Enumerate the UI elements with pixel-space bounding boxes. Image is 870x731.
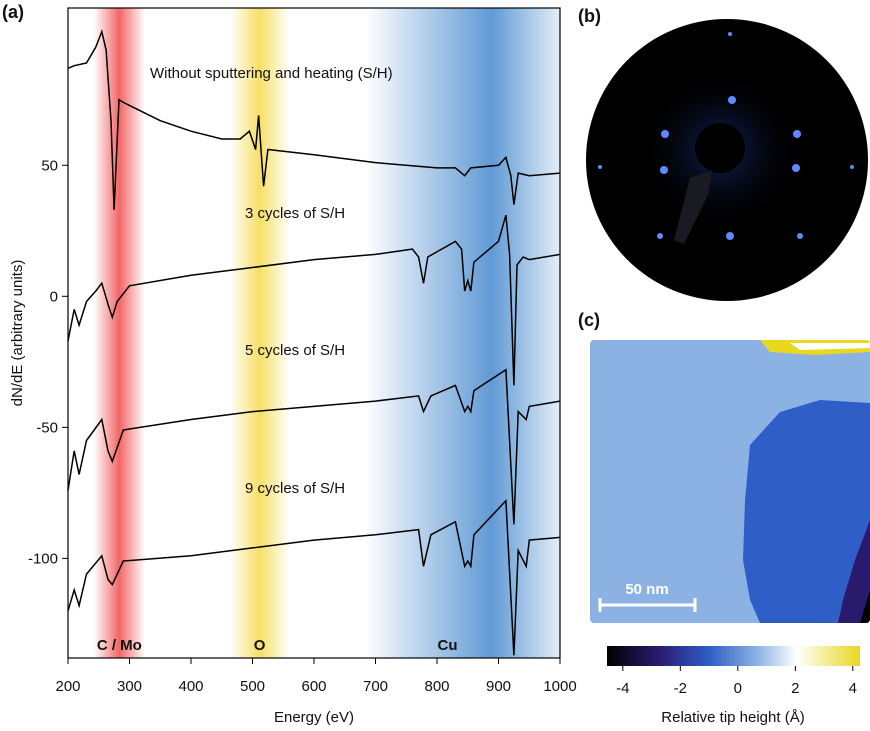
y-axis-label: dN/dE (arbitrary units) bbox=[9, 260, 26, 407]
series-label: 5 cycles of S/H bbox=[245, 342, 345, 359]
panel-label: (c) bbox=[578, 310, 600, 330]
x-tick-label: 900 bbox=[486, 678, 511, 695]
y-tick-label: -50 bbox=[36, 419, 58, 436]
x-tick-label: 700 bbox=[363, 678, 388, 695]
panel-label: (a) bbox=[2, 2, 24, 22]
y-tick-label: 50 bbox=[41, 157, 58, 174]
x-tick-label: 300 bbox=[117, 678, 142, 695]
band bbox=[229, 8, 290, 658]
x-tick-label: 600 bbox=[301, 678, 326, 695]
x-tick-label: 800 bbox=[424, 678, 449, 695]
series-label: Without sputtering and heating (S/H) bbox=[150, 65, 393, 82]
series-label: 3 cycles of S/H bbox=[245, 205, 345, 222]
colorbar-tick-label: 2 bbox=[791, 680, 799, 697]
x-axis-label: Energy (eV) bbox=[274, 709, 354, 726]
spectrum-line bbox=[67, 368, 561, 525]
colorbar bbox=[607, 646, 860, 666]
series-label: 9 cycles of S/H bbox=[245, 480, 345, 497]
band bbox=[365, 8, 560, 658]
stm-image bbox=[590, 340, 870, 623]
colorbar-tick-label: 0 bbox=[734, 680, 742, 697]
band-label: C / Mo bbox=[97, 637, 142, 654]
band-label: O bbox=[254, 637, 266, 654]
x-tick-label: 1000 bbox=[543, 678, 576, 695]
y-tick-label: 0 bbox=[50, 288, 58, 305]
spectrum-line bbox=[67, 29, 561, 210]
colorbar-tick-label: -2 bbox=[674, 680, 687, 697]
scale-bar-label: 50 nm bbox=[625, 581, 668, 598]
spectrum-line bbox=[67, 214, 561, 386]
spectrum-line bbox=[67, 498, 561, 656]
panel-label: (b) bbox=[578, 6, 601, 26]
band-label: Cu bbox=[438, 637, 458, 654]
x-tick-label: 500 bbox=[240, 678, 265, 695]
leed-image bbox=[586, 19, 868, 301]
y-tick-label: -100 bbox=[28, 550, 58, 567]
colorbar-tick-label: 4 bbox=[849, 680, 857, 697]
x-tick-label: 400 bbox=[178, 678, 203, 695]
band bbox=[93, 8, 145, 658]
colorbar-tick-label: -4 bbox=[616, 680, 629, 697]
colorbar-label: Relative tip height (Å) bbox=[661, 709, 804, 726]
x-tick-label: 200 bbox=[55, 678, 80, 695]
